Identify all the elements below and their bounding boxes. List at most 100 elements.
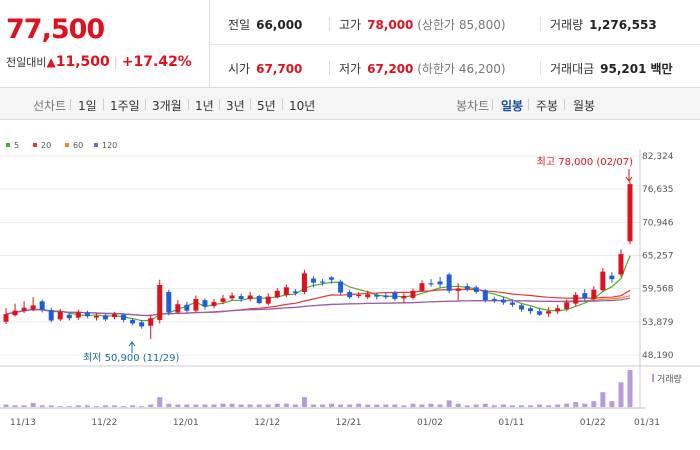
legend-label-ma60: 60 (73, 141, 83, 150)
candle-body (202, 300, 208, 307)
amount-cell: 거래대금 95,201 백만 (550, 60, 673, 77)
volume-bar (564, 403, 570, 407)
tab-separator (564, 99, 565, 110)
change-label: 전일대비 (6, 56, 47, 69)
volume-bar (57, 406, 63, 407)
candle-body (66, 314, 72, 319)
candle-body (112, 314, 118, 318)
volume-bar (419, 404, 425, 407)
high-annotation: 최고 78,000 (02/07) (537, 156, 633, 182)
volume-label: 거래량 (550, 18, 584, 32)
tab-monthly[interactable]: 월봉 (573, 99, 596, 113)
legend-label-ma20: 20 (41, 141, 51, 150)
tab-1week[interactable]: 1주일 (110, 99, 140, 113)
legend-swatch-ma120 (94, 143, 98, 147)
candle-body (365, 294, 371, 298)
x-tick-label: 01/22 (580, 418, 606, 428)
x-tick-label: 11/22 (91, 418, 117, 428)
tab-1day[interactable]: 1일 (78, 99, 97, 113)
high-cell: 고가 78,000 (상한가 85,800) (339, 16, 506, 33)
volume-bar (229, 403, 235, 407)
change-divider: | (113, 55, 118, 69)
legend-label-ma5: 5 (14, 141, 19, 150)
volume-legend-swatch (652, 374, 654, 382)
info-separator (329, 61, 330, 75)
volume-bar (428, 403, 434, 407)
volume-bar (12, 405, 18, 407)
candle-body (102, 315, 108, 320)
tab-separator (492, 99, 493, 110)
change-percent: +17.42% (121, 54, 192, 70)
candle-body (383, 295, 389, 298)
current-price: 77,500 (6, 14, 105, 45)
candle-body (329, 277, 335, 280)
candle-body (121, 314, 127, 320)
candle-body (455, 288, 461, 291)
volume-bar (66, 406, 72, 407)
candle-body (220, 298, 226, 302)
candle-body (401, 296, 407, 299)
candle-body (238, 296, 244, 299)
volume-bar (329, 403, 335, 407)
volume-bar (211, 404, 217, 407)
y-tick-label: 53,879 (642, 318, 674, 328)
tab-10years[interactable]: 10년 (289, 99, 316, 113)
volume-legend: 거래량 (652, 373, 682, 385)
low-label: 저가 (339, 62, 362, 76)
candle-body (555, 308, 561, 312)
low-cell: 저가 67,200 (하한가 46,200) (339, 60, 506, 77)
volume-bar (84, 405, 90, 407)
tab-separator (70, 99, 71, 110)
volume-bar (202, 404, 208, 407)
tab-weekly[interactable]: 주봉 (536, 99, 559, 113)
candle-body (184, 304, 190, 311)
candle-body (338, 281, 344, 293)
candle-body (274, 290, 280, 298)
tab-5years[interactable]: 5년 (257, 99, 276, 113)
volume-bar (3, 404, 9, 407)
low-arrowhead-icon (128, 341, 136, 347)
tab-1year[interactable]: 1년 (195, 99, 214, 113)
low-annotation: 최저 50,900 (11/29) (83, 341, 179, 364)
quote-header: 77,500 전일대비▲11,500 | +17.42% 전일 66,000 고가 78… (0, 0, 700, 88)
chart-tab-bar: 선차트 1일 1주일 3개월 1년 3년 5년 10년 봉차트 일봉 주봉 월봉 (0, 88, 700, 120)
candle-body (3, 314, 9, 322)
amount-value: 95,201 (600, 62, 647, 76)
tab-separator (282, 99, 283, 110)
volume-bar (582, 403, 588, 407)
info-divider (210, 44, 700, 45)
y-tick-label: 76,635 (642, 185, 674, 195)
volume-bar (473, 404, 479, 407)
candle-body (419, 283, 425, 291)
candle-body (356, 294, 362, 297)
volume-cell: 거래량 1,276,553 (550, 16, 657, 33)
high-label: 고가 (339, 18, 362, 32)
candle-body (546, 311, 552, 314)
y-tick-label: 65,257 (642, 252, 674, 262)
candle-body (30, 305, 36, 310)
candle-body (374, 294, 380, 297)
tab-3months[interactable]: 3개월 (152, 99, 182, 113)
candle-body (518, 305, 524, 310)
candle-body (12, 310, 18, 316)
tab-3years[interactable]: 3년 (226, 99, 245, 113)
candle-body (229, 295, 235, 299)
ma120-line (5, 297, 631, 317)
volume-bar (455, 403, 461, 407)
open-value: 67,700 (256, 62, 303, 76)
volume-bar (292, 404, 298, 407)
tab-daily[interactable]: 일봉 (501, 99, 524, 113)
candle-body (148, 318, 154, 326)
candle-body (193, 298, 199, 311)
x-tick-label: 12/01 (173, 418, 199, 428)
x-tick-label: 01/11 (498, 418, 524, 428)
amount-label: 거래대금 (550, 62, 595, 76)
candle-body (57, 311, 63, 320)
open-cell: 시가 67,700 (228, 60, 302, 77)
volume-bar (283, 403, 289, 407)
volume-bar (320, 404, 326, 407)
candle-body (310, 278, 316, 283)
candle-body (473, 287, 479, 292)
volume-bar (365, 404, 371, 407)
